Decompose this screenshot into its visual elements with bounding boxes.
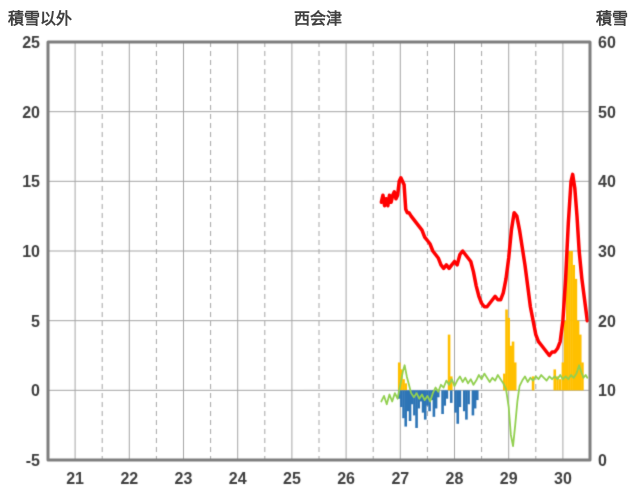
chart-header: 積雪以外 西会津 積雪 xyxy=(0,5,636,28)
right-axis-title: 積雪 xyxy=(595,11,628,28)
left-axis-title: 積雪以外 xyxy=(8,11,73,28)
chart-title: 西会津 xyxy=(293,11,343,28)
